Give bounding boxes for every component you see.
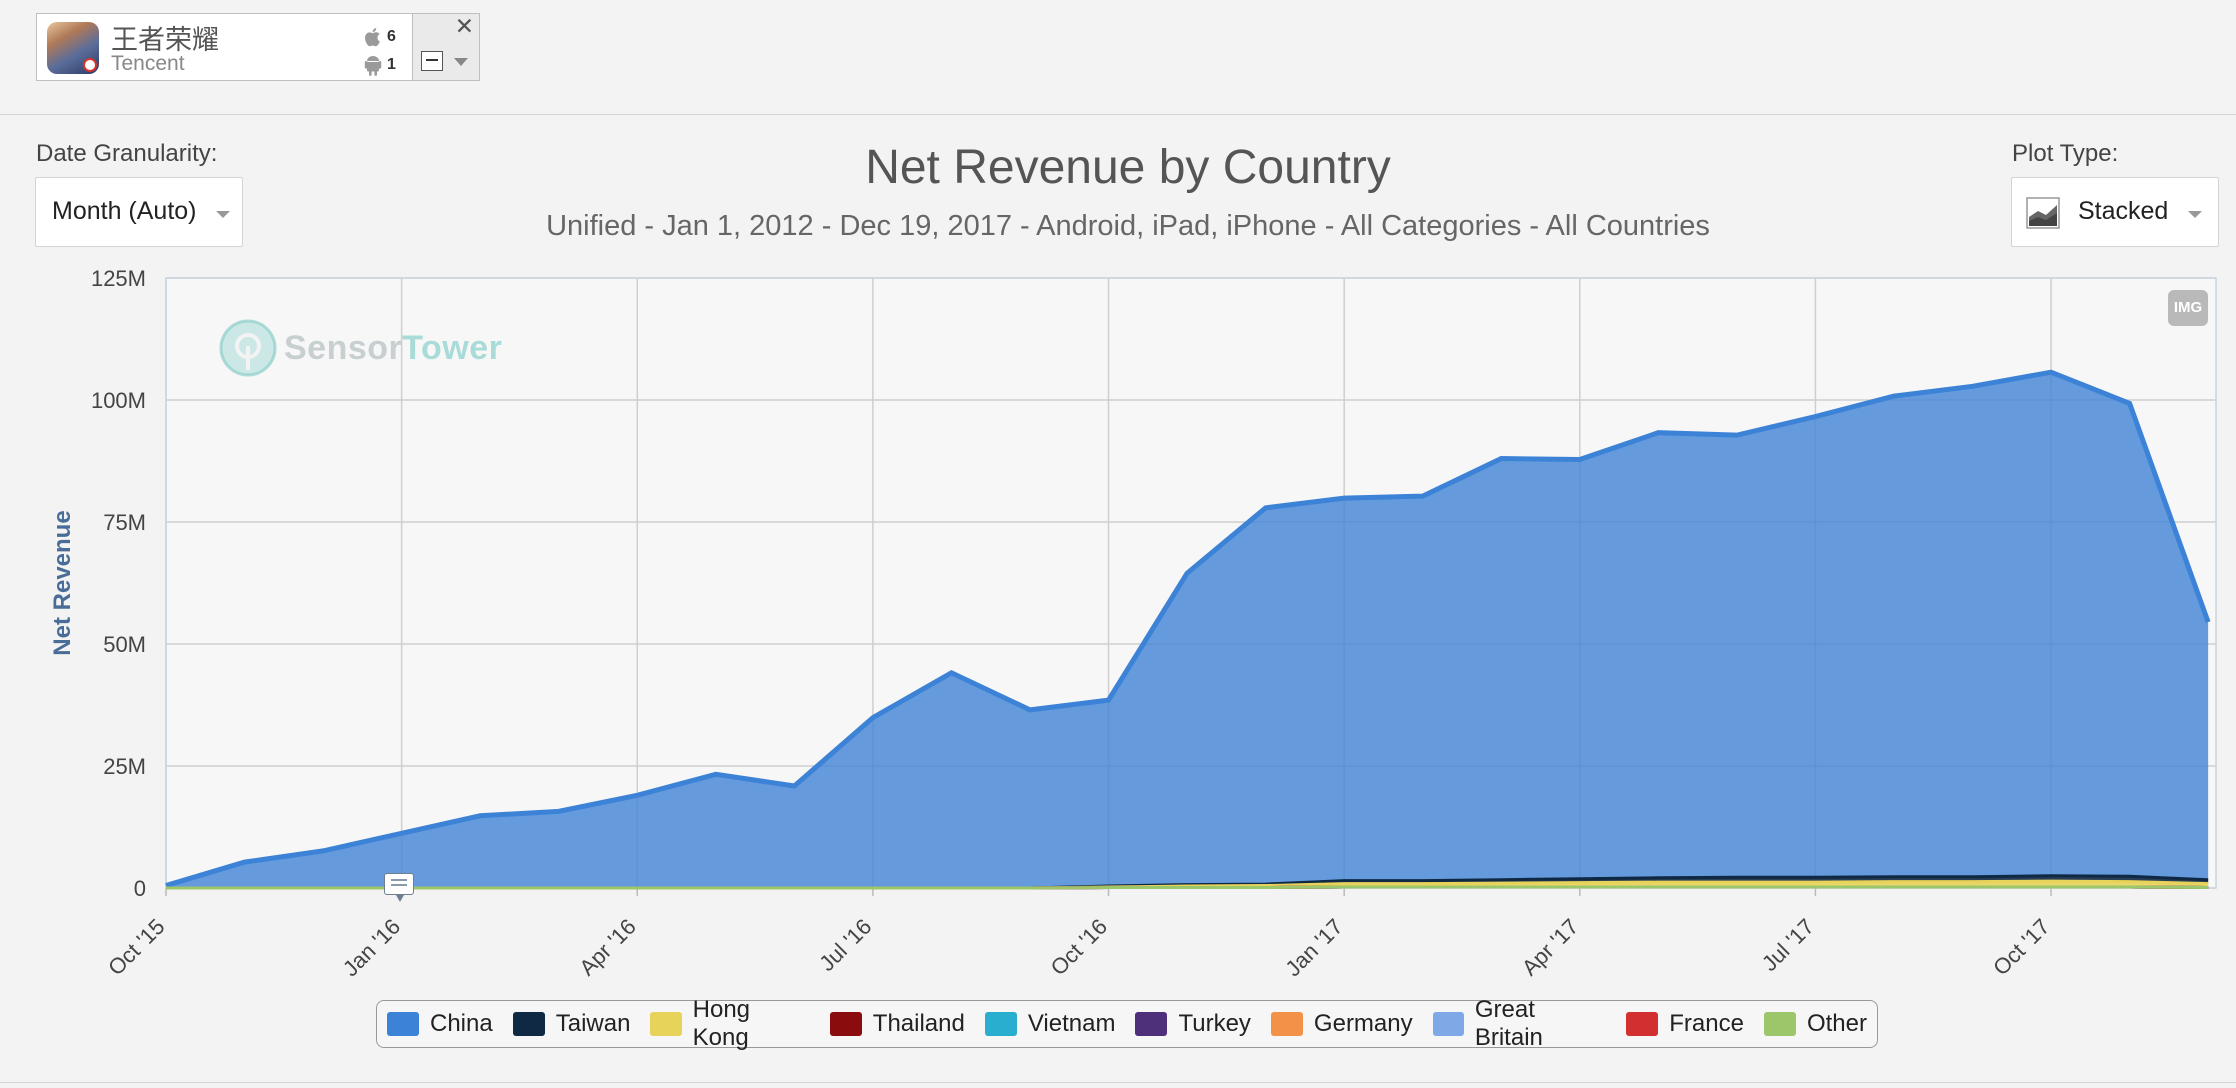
date-granularity-value: Month (Auto)	[52, 197, 197, 225]
legend-swatch	[1432, 1012, 1464, 1036]
chart-subtitle: Unified - Jan 1, 2012 - Dec 19, 2017 - A…	[546, 210, 1710, 242]
legend-swatch	[829, 1012, 862, 1036]
stacked-chart-icon	[2026, 197, 2060, 229]
android-store-row: 1	[363, 54, 396, 76]
legend-swatch	[1626, 1012, 1659, 1036]
legend-label: Vietnam	[1027, 1010, 1116, 1037]
x-tick-label: Apr '17	[1517, 914, 1583, 980]
legend-item-france[interactable]: France	[1626, 1010, 1744, 1038]
legend-item-thailand[interactable]: Thailand	[829, 1010, 965, 1038]
app-publisher: Tencent	[111, 52, 185, 75]
header-divider	[0, 114, 2236, 115]
plot-type-label: Plot Type:	[2012, 140, 2119, 167]
app-name: 王者荣耀	[111, 25, 219, 56]
close-icon[interactable]: ✕	[454, 13, 474, 39]
date-granularity-select[interactable]: Month (Auto)	[35, 177, 243, 247]
legend-label: Hong Kong	[692, 996, 751, 1051]
x-tick-label: Jan '17	[1280, 914, 1347, 981]
y-tick-label: 125M	[91, 266, 146, 291]
export-image-button[interactable]: IMG	[2168, 290, 2208, 326]
y-axis-label: Net Revenue	[49, 510, 76, 655]
chevron-down-icon	[2188, 211, 2202, 218]
x-tick-label: Jul '16	[814, 914, 876, 976]
plot-type-value: Stacked	[2078, 197, 2169, 225]
legend-label: China	[430, 1010, 493, 1037]
legend-swatch	[984, 1012, 1017, 1036]
legend-item-great-britain[interactable]: Great Britain	[1432, 996, 1607, 1052]
legend-swatch	[650, 1012, 682, 1036]
ios-count: 6	[387, 28, 396, 45]
collapse-button[interactable]	[421, 51, 443, 71]
line-series-china	[165, 369, 2211, 888]
android-count: 1	[387, 56, 396, 73]
y-axis-ticks: 0 25M 50M 75M 100M 125M	[91, 266, 146, 901]
legend-swatch	[1763, 1012, 1796, 1036]
legend-label: Taiwan	[555, 1010, 631, 1037]
legend-swatch	[1135, 1012, 1168, 1036]
legend-item-hong-kong[interactable]: Hong Kong	[650, 996, 809, 1052]
x-tick-label: Jan '16	[338, 914, 405, 981]
legend-swatch	[1270, 1012, 1303, 1036]
app-card-tools: ✕	[413, 13, 480, 81]
legend-label: Germany	[1313, 1010, 1413, 1037]
legend-swatch	[387, 1012, 419, 1036]
x-tick-label: Oct '17	[1988, 914, 2054, 980]
x-tick-label: Jul '17	[1757, 914, 1819, 976]
legend-label: Thailand	[872, 1010, 965, 1037]
sensortower-wordmark: SensorTower	[284, 328, 503, 367]
net-revenue-chart: 0 25M 50M 75M 100M 125M Oct '15 Jan '16 Apr '16…	[49, 266, 2217, 981]
chevron-down-icon[interactable]	[454, 58, 468, 66]
app-icon-badge	[83, 58, 97, 72]
x-tick-label: Oct '16	[1046, 914, 1112, 980]
legend-label: Other	[1806, 1010, 1867, 1037]
legend-item-taiwan[interactable]: Taiwan	[512, 1010, 631, 1038]
app-card[interactable]: 王者荣耀 Tencent 6 1	[36, 13, 413, 81]
chevron-down-icon	[216, 211, 230, 218]
area-series-china	[166, 372, 2209, 889]
y-tick-label: 50M	[103, 632, 146, 657]
chart-areas	[165, 369, 2211, 890]
y-tick-label: 0	[134, 876, 146, 901]
ios-store-row: 6	[363, 26, 396, 48]
sensortower-watermark: SensorTower	[218, 318, 502, 378]
legend-label: Great Britain	[1474, 996, 1543, 1051]
legend-label: Turkey	[1178, 1010, 1251, 1037]
plot-type-select[interactable]: Stacked	[2011, 177, 2219, 247]
chart-legend: China Taiwan Hong Kong Thailand Vietnam Turke…	[376, 996, 1878, 1051]
x-tick-label: Oct '15	[103, 914, 169, 980]
date-granularity-label: Date Granularity:	[36, 140, 218, 167]
legend-swatch	[512, 1012, 545, 1036]
chart-title: Net Revenue by Country	[865, 141, 1391, 194]
legend-item-vietnam[interactable]: Vietnam	[984, 1010, 1116, 1038]
legend-label: France	[1669, 1010, 1744, 1037]
legend-item-other[interactable]: Other	[1763, 1010, 1867, 1038]
x-tick-label: Apr '16	[574, 914, 640, 980]
legend-item-germany[interactable]: Germany	[1270, 1010, 1413, 1038]
x-axis-ticks: Oct '15 Jan '16 Apr '16 Jul '16 Oct '16 Jan '…	[103, 914, 2055, 981]
legend-item-turkey[interactable]: Turkey	[1135, 1010, 1251, 1038]
annotation-flag-icon[interactable]	[384, 873, 414, 902]
y-tick-label: 25M	[103, 754, 146, 779]
y-tick-label: 100M	[91, 388, 146, 413]
android-icon	[364, 56, 382, 76]
footer-divider	[0, 1082, 2236, 1083]
sensortower-logo-icon	[219, 319, 277, 377]
y-tick-label: 75M	[103, 510, 146, 535]
app-icon	[47, 22, 99, 74]
legend-item-china[interactable]: China	[387, 1010, 493, 1038]
apple-icon	[365, 28, 380, 47]
line-series-other	[166, 885, 2209, 890]
